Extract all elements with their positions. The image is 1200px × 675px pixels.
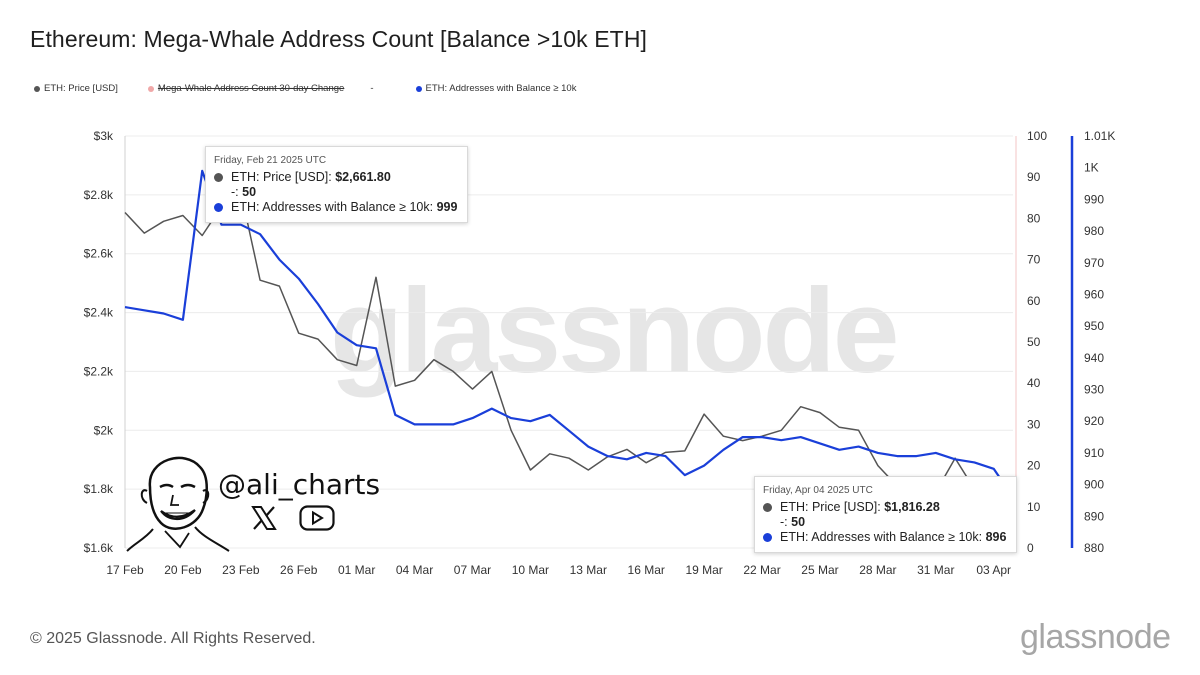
y-right1-tick-label: 50 [1027,335,1041,349]
tooltip-date: Friday, Feb 21 2025 UTC [214,155,327,166]
tooltip-date: Friday, Apr 04 2025 UTC [763,485,873,496]
legend-item-addresses[interactable]: ETH: Addresses with Balance ≥ 10k [415,83,577,94]
tooltip-row-dash: -: 50 [763,515,1006,530]
y-right2-tick-label: 880 [1084,541,1104,555]
y-right1-tick-label: 30 [1027,417,1041,431]
tooltip-addr-value: 896 [985,530,1007,544]
x-tick-label: 13 Mar [570,563,607,577]
tooltip-dash-value: 50 [242,185,257,199]
avatar-sketch-icon [125,447,235,557]
chart-legend: ETH: Price [USD] Mega-Whale Address Coun… [34,83,606,94]
tooltip-row-addresses: ETH: Addresses with Balance ≥ 10k: 896 [763,530,1006,545]
y-right2-tick-label: 960 [1084,287,1104,301]
y-right2-tick-label: 920 [1084,414,1104,428]
y-right1-tick-label: 60 [1027,294,1041,308]
chart-title: Ethereum: Mega-Whale Address Count [Bala… [30,26,648,52]
legend-label-price: ETH: Price [USD] [44,83,118,94]
y-right1-tick-label: 80 [1027,211,1041,225]
y-right1-tick-label: 70 [1027,253,1041,267]
x-tick-label: 07 Mar [454,563,491,577]
x-tick-label: 28 Mar [859,563,896,577]
tooltip-price-label: ETH: Price [USD]: [231,170,332,184]
legend-item-dash[interactable]: - [370,83,385,94]
tooltip-row-price: ETH: Price [USD]: $1,816.28 [763,500,1006,515]
legend-dot-change [147,85,154,92]
y-right2-tick-label: 890 [1084,509,1104,523]
tooltip-dot-addresses [763,533,772,542]
tooltip-dash-label: -: [231,185,239,199]
x-tick-label: 19 Mar [685,563,722,577]
legend-label-dash: - [370,83,374,94]
y-left-tick-label: $2.8k [84,188,114,202]
x-tick-label: 26 Feb [280,563,318,577]
y-left-tick-label: $2.4k [84,306,114,320]
x-tick-label: 31 Mar [917,563,954,577]
y-right1-tick-label: 10 [1027,500,1041,514]
y-left-tick-label: $2.6k [84,247,114,261]
x-tick-label: 01 Mar [338,563,375,577]
tooltip-row-addresses: ETH: Addresses with Balance ≥ 10k: 999 [214,200,457,215]
tooltip-addr-label: ETH: Addresses with Balance ≥ 10k: [231,200,434,214]
y-right2-tick-label: 980 [1084,224,1104,238]
tooltip-dot-addresses [214,203,223,212]
tooltip-dot-price [763,503,772,512]
tooltip-addr-label: ETH: Addresses with Balance ≥ 10k: [780,530,983,544]
footer-copyright: © 2025 Glassnode. All Rights Reserved. [30,630,316,647]
tooltip-price-value: $2,661.80 [335,170,391,184]
x-tick-label: 16 Mar [628,563,665,577]
legend-dot-price [34,85,40,92]
y-right1-tick-label: 100 [1027,129,1047,143]
footer-logo[interactable]: glassnode [1020,618,1171,656]
x-tick-label: 20 Feb [164,563,202,577]
legend-item-change[interactable]: Mega-Whale Address Count 30-day Change [147,83,345,94]
tooltip-row-price: ETH: Price [USD]: $2,661.80 [214,170,457,185]
x-tick-label: 10 Mar [512,563,549,577]
y-right2-tick-label: 970 [1084,256,1104,270]
y-right1-tick-label: 0 [1027,541,1034,555]
y-right1-tick-label: 90 [1027,170,1041,184]
series-line-addresses [124,169,1014,498]
y-right2-tick-label: 990 [1084,192,1104,206]
tooltip-price-value: $1,816.28 [884,500,940,514]
tooltip-feb21: Friday, Feb 21 2025 UTC ETH: Price [USD]… [205,146,469,223]
x-tick-label: 03 Apr [976,563,1011,577]
y-right2-tick-label: 950 [1084,319,1104,333]
y-right2-tick-label: 1.01K [1084,129,1115,143]
tooltip-dash-value: 50 [791,515,806,529]
x-tick-label: 04 Mar [396,563,433,577]
y-left-tick-label: $1.8k [84,482,114,496]
y-right2-tick-label: 900 [1084,478,1104,492]
legend-dot-addresses [415,85,422,92]
x-tick-label: 22 Mar [743,563,780,577]
tooltip-addr-value: 999 [436,200,458,214]
tooltip-row-dash: -: 50 [214,185,457,200]
youtube-icon[interactable] [299,505,335,536]
legend-item-price[interactable]: ETH: Price [USD] [34,83,118,94]
tooltip-dash-label: -: [780,515,788,529]
x-logo-icon[interactable] [250,504,278,537]
series-line-price [124,191,1014,493]
x-tick-label: 25 Mar [801,563,838,577]
y-left-tick-label: $2k [94,423,114,437]
y-left-tick-label: $2.2k [84,364,114,378]
y-right1-tick-label: 40 [1027,376,1041,390]
tooltip-price-label: ETH: Price [USD]: [780,500,881,514]
x-tick-label: 17 Feb [106,563,144,577]
y-right2-tick-label: 910 [1084,446,1104,460]
legend-label-change: Mega-Whale Address Count 30-day Change [157,83,345,94]
y-right2-tick-label: 1K [1084,161,1099,175]
legend-label-addresses: ETH: Addresses with Balance ≥ 10k [425,83,577,94]
author-handle[interactable]: @ali_charts [218,468,381,501]
y-right1-tick-label: 20 [1027,459,1041,473]
chart-watermark: glassnode [330,264,899,398]
y-right2-tick-label: 930 [1084,383,1104,397]
tooltip-apr04: Friday, Apr 04 2025 UTC ETH: Price [USD]… [754,476,1018,553]
y-right2-tick-label: 940 [1084,351,1104,365]
tooltip-dot-price [214,173,223,182]
y-left-tick-label: $3k [94,129,114,143]
x-tick-label: 23 Feb [222,563,260,577]
y-left-tick-label: $1.6k [84,541,114,555]
